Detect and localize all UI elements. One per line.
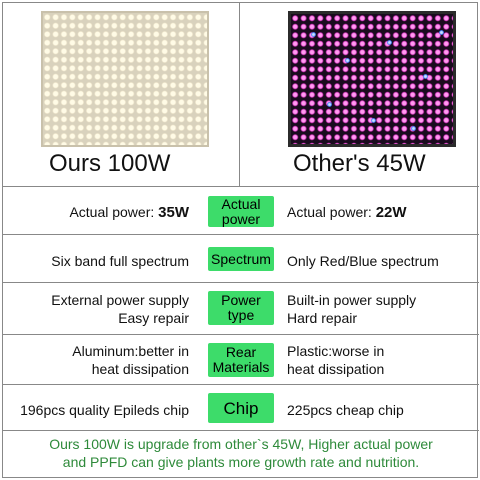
other-rear-materials: Plastic:worse in heat dissipation — [287, 343, 385, 377]
other-power-type: Built-in power supply Hard repair — [287, 292, 417, 326]
badge-chip: Chip — [208, 393, 274, 423]
product-header: Ours 100W Other's 45W — [3, 3, 479, 187]
other-actual-power-prefix: Actual power: — [287, 204, 376, 220]
other-actual-power-value: 22W — [375, 204, 407, 221]
blue-led-dot — [411, 126, 416, 131]
blue-led-dot — [439, 30, 444, 35]
blue-led-dot — [371, 118, 376, 123]
ours-spectrum: Six band full spectrum — [51, 253, 189, 269]
badge-rear-materials: Rear Materials — [208, 343, 274, 377]
row-power-type: External power supply Easy repair Power … — [3, 283, 479, 335]
other-spectrum: Only Red/Blue spectrum — [287, 253, 439, 269]
badge-actual-power: Actual power — [208, 196, 274, 227]
ours-actual-power-value: 35W — [158, 204, 189, 221]
ours-chip: 196pcs quality Epileds chip — [20, 402, 189, 418]
other-actual-power: Actual power: 22W — [287, 203, 407, 222]
badge-spectrum: Spectrum — [208, 247, 274, 271]
ours-led-panel-image — [41, 11, 209, 147]
other-chip: 225pcs cheap chip — [287, 402, 404, 418]
row-chip: 196pcs quality Epileds chip Chip 225pcs … — [3, 385, 479, 431]
blue-led-dot — [311, 32, 316, 37]
blue-led-dot — [327, 102, 332, 107]
ours-label: Ours 100W — [49, 150, 171, 177]
ours-rear-materials: Aluminum:better in heat dissipation — [72, 343, 189, 377]
ours-power-type: External power supply Easy repair — [51, 292, 189, 326]
row-spectrum: Six band full spectrum Spectrum Only Red… — [3, 235, 479, 283]
other-label: Other's 45W — [293, 150, 426, 177]
ours-actual-power: Actual power: 35W — [69, 203, 189, 222]
row-rear-materials: Aluminum:better in heat dissipation Rear… — [3, 335, 479, 385]
blue-led-dot — [345, 58, 350, 63]
other-led-panel-image — [288, 11, 456, 147]
ours-actual-power-prefix: Actual power: — [69, 204, 159, 220]
badge-power-type: Power type — [208, 291, 274, 325]
blue-led-dot — [423, 74, 428, 79]
summary-text: Ours 100W is upgrade from other`s 45W, H… — [49, 436, 433, 470]
column-divider — [239, 3, 240, 187]
row-actual-power: Actual power: 35W Actual power Actual po… — [3, 187, 479, 235]
blue-led-dot — [387, 40, 392, 45]
